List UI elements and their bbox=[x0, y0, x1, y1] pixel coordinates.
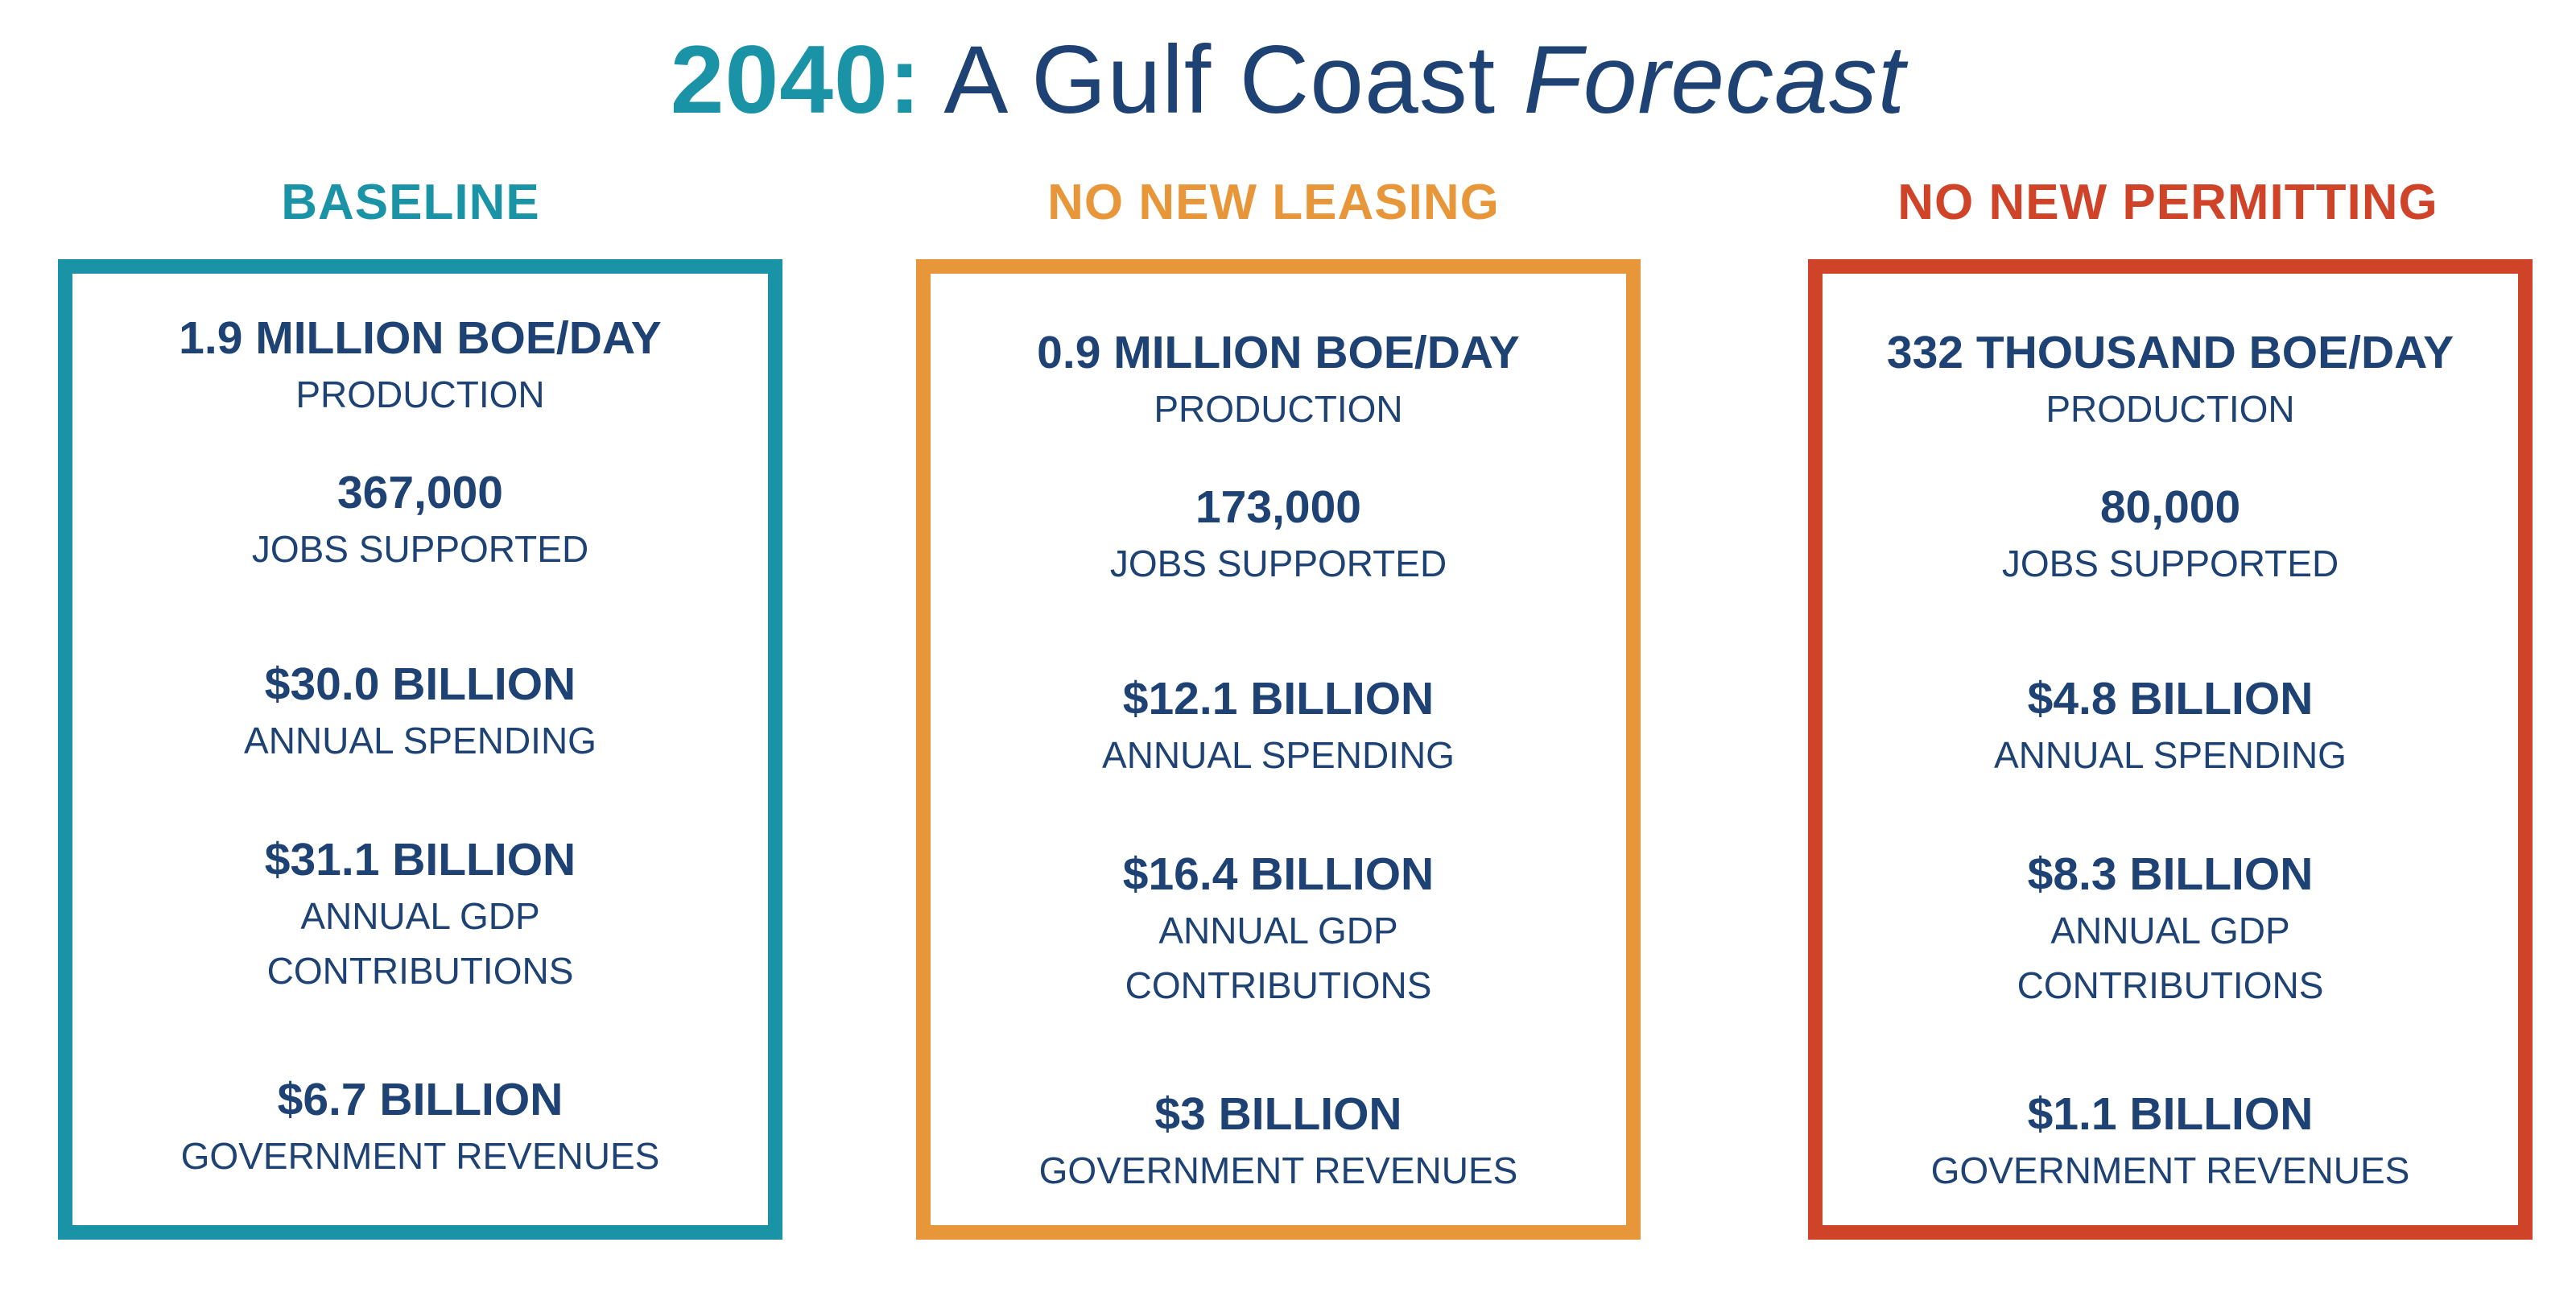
metric-value: 80,000 bbox=[2099, 481, 2241, 533]
metric-label: ANNUAL GDP bbox=[1158, 910, 1398, 951]
scenario-heading-baseline: BASELINE bbox=[281, 175, 540, 230]
title-main: A Gulf Coast bbox=[943, 26, 1496, 134]
metric-spending: $4.8 BILLION ANNUAL SPENDING bbox=[1823, 670, 2518, 782]
metric-label: ANNUAL GDP bbox=[2050, 910, 2290, 951]
metric-label: CONTRIBUTIONS bbox=[2017, 964, 2324, 1006]
page-title: 2040: A Gulf Coast Forecast bbox=[0, 19, 2576, 140]
scenario-heading-no-new-leasing: NO NEW LEASING bbox=[1047, 175, 1500, 230]
metric-label: JOBS SUPPORTED bbox=[2001, 543, 2339, 584]
metric-value: 1.9 MILLION BOE/DAY bbox=[179, 312, 662, 364]
metric-label: JOBS SUPPORTED bbox=[251, 528, 589, 570]
metric-jobs: 80,000 JOBS SUPPORTED bbox=[1823, 478, 2518, 591]
metric-production: 332 THOUSAND BOE/DAY PRODUCTION bbox=[1823, 324, 2518, 436]
title-year: 2040: bbox=[670, 26, 922, 134]
metric-spending: $30.0 BILLION ANNUAL SPENDING bbox=[72, 655, 768, 768]
scenario-heading-no-new-permitting: NO NEW PERMITTING bbox=[1897, 175, 2438, 230]
metric-label: ANNUAL SPENDING bbox=[1102, 734, 1455, 776]
metric-value: $31.1 BILLION bbox=[264, 834, 576, 885]
metric-label: GOVERNMENT REVENUES bbox=[1930, 1149, 2410, 1191]
metric-label: PRODUCTION bbox=[295, 374, 545, 415]
metric-label: GOVERNMENT REVENUES bbox=[180, 1135, 660, 1177]
metric-value: $4.8 BILLION bbox=[2027, 673, 2314, 724]
metric-label: CONTRIBUTIONS bbox=[1125, 964, 1432, 1006]
metric-gdp: $8.3 BILLION ANNUAL GDP CONTRIBUTIONS bbox=[1823, 845, 2518, 1013]
metric-label: CONTRIBUTIONS bbox=[266, 950, 574, 992]
metric-label: ANNUAL GDP bbox=[300, 895, 540, 937]
metric-label: PRODUCTION bbox=[1154, 388, 1403, 430]
metric-label: JOBS SUPPORTED bbox=[1109, 543, 1447, 584]
metric-value: $12.1 BILLION bbox=[1122, 673, 1435, 724]
scenario-card-baseline: 1.9 MILLION BOE/DAY PRODUCTION 367,000 J… bbox=[58, 259, 782, 1240]
metric-value: $6.7 BILLION bbox=[277, 1074, 564, 1125]
metric-value: $8.3 BILLION bbox=[2027, 848, 2314, 900]
metric-label: ANNUAL SPENDING bbox=[244, 720, 597, 762]
metric-revenues: $6.7 BILLION GOVERNMENT REVENUES bbox=[72, 1071, 768, 1183]
metric-value: 0.9 MILLION BOE/DAY bbox=[1037, 327, 1520, 378]
metric-value: $16.4 BILLION bbox=[1122, 848, 1435, 900]
metric-jobs: 173,000 JOBS SUPPORTED bbox=[931, 478, 1626, 591]
metric-value: 367,000 bbox=[336, 467, 504, 518]
metric-value: 332 THOUSAND BOE/DAY bbox=[1886, 327, 2454, 378]
metric-production: 0.9 MILLION BOE/DAY PRODUCTION bbox=[931, 324, 1626, 436]
metric-gdp: $31.1 BILLION ANNUAL GDP CONTRIBUTIONS bbox=[72, 831, 768, 998]
metric-revenues: $1.1 BILLION GOVERNMENT REVENUES bbox=[1823, 1085, 2518, 1198]
metric-value: 173,000 bbox=[1195, 481, 1362, 533]
metric-value: $3 BILLION bbox=[1154, 1088, 1402, 1140]
metric-label: PRODUCTION bbox=[2046, 388, 2295, 430]
metric-label: GOVERNMENT REVENUES bbox=[1038, 1149, 1518, 1191]
metric-revenues: $3 BILLION GOVERNMENT REVENUES bbox=[931, 1085, 1626, 1198]
metric-value: $30.0 BILLION bbox=[264, 658, 576, 710]
title-emphasis: Forecast bbox=[1523, 26, 1906, 134]
metric-label: ANNUAL SPENDING bbox=[1994, 734, 2347, 776]
metric-jobs: 367,000 JOBS SUPPORTED bbox=[72, 464, 768, 576]
metric-value: $1.1 BILLION bbox=[2027, 1088, 2314, 1140]
scenario-card-no-new-permitting: 332 THOUSAND BOE/DAY PRODUCTION 80,000 J… bbox=[1808, 259, 2533, 1240]
metric-gdp: $16.4 BILLION ANNUAL GDP CONTRIBUTIONS bbox=[931, 845, 1626, 1013]
metric-production: 1.9 MILLION BOE/DAY PRODUCTION bbox=[72, 309, 768, 422]
scenario-card-no-new-leasing: 0.9 MILLION BOE/DAY PRODUCTION 173,000 J… bbox=[916, 259, 1641, 1240]
metric-spending: $12.1 BILLION ANNUAL SPENDING bbox=[931, 670, 1626, 782]
